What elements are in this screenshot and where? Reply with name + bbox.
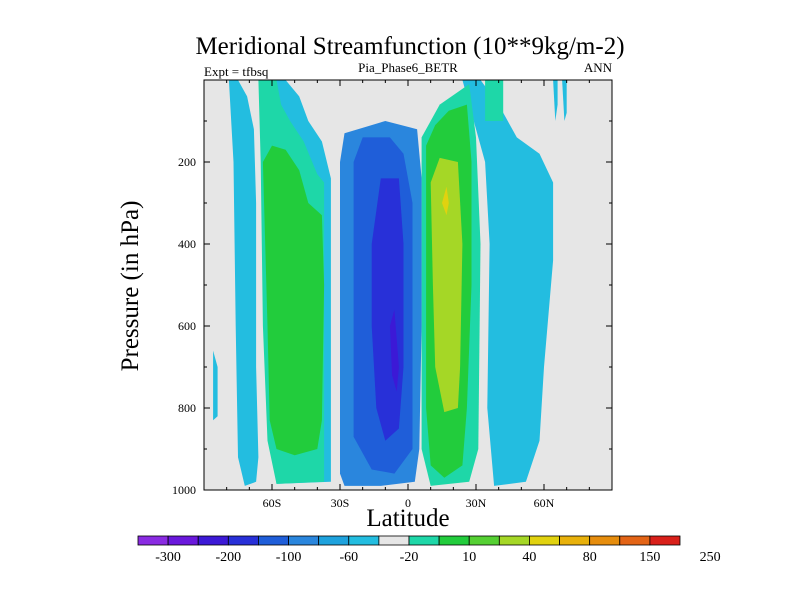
colorbar-swatch [258,535,289,546]
colorbar-swatch [649,535,681,546]
colorbar-label: -20 [400,550,419,565]
colorbar-label: 250 [700,550,721,565]
x-tick-label: 60S [263,496,282,510]
colorbar-label: 80 [583,550,597,565]
colorbar-swatch [498,535,530,546]
x-tick-label: 0 [405,496,411,510]
colorbar-swatch [619,535,651,546]
chart-title: Meridional Streamfunction (10**9kg/m-2) [195,33,624,60]
y-tick-label: 800 [178,401,196,415]
colorbar-label: -100 [276,550,302,565]
colorbar-label: 150 [639,550,660,565]
x-tick-label: 30N [466,496,487,510]
colorbar-label: 10 [462,550,476,565]
colorbar-swatch [559,535,591,546]
y-tick-label: 600 [178,319,196,333]
y-tick-label: 400 [178,237,196,251]
colorbar-label: 40 [522,550,536,565]
experiment-label: Expt = tfbsq [204,64,269,79]
y-axis: 200 400 600 800 1000 [172,120,612,497]
colorbar-label: -200 [215,550,241,565]
case-label: Pia_Phase6_BETR [358,60,458,75]
contour-region-16 [389,309,399,392]
colorbar-label: -300 [155,550,181,565]
x-axis: 60S 30S 0 30N 60N [226,80,590,510]
colorbar-label: -60 [339,550,358,565]
colorbar-swatch [288,535,320,546]
y-tick-label: 200 [178,155,196,169]
y-tick-label: 1000 [172,483,196,497]
contour-region-3 [462,80,554,486]
contour-region-0 [213,350,218,421]
contour-region-12 [442,186,449,216]
contour-region-8 [485,80,504,121]
contour-region-11 [430,157,463,413]
colorbar-swatch [318,535,350,546]
colorbar-swatch [378,535,410,546]
contour-region-1 [228,80,259,486]
x-tick-label: 60N [534,496,555,510]
colorbar-swatch [348,535,380,546]
colorbar-swatch [468,535,500,546]
y-axis-title: Pressure (in hPa) [117,201,144,372]
colorbar-swatch [167,535,199,546]
colorbar: -300 -200 -100 -60 -20 10 40 80 150 250 [137,535,721,565]
colorbar-swatch [408,535,440,546]
contour-region-9 [262,145,325,456]
x-tick-label: 30S [331,496,350,510]
season-label: ANN [584,60,613,75]
colorbar-swatch [529,535,560,546]
x-axis-title: Latitude [366,505,449,532]
colorbar-swatch [589,535,621,546]
contour-regions [213,80,567,486]
contour-region-15 [371,178,404,441]
contour-region-5 [562,80,567,121]
colorbar-swatch [227,535,259,546]
contour-region-4 [553,80,558,121]
colorbar-swatch [197,535,229,546]
colorbar-swatch [137,535,169,546]
colorbar-swatch [438,535,470,546]
